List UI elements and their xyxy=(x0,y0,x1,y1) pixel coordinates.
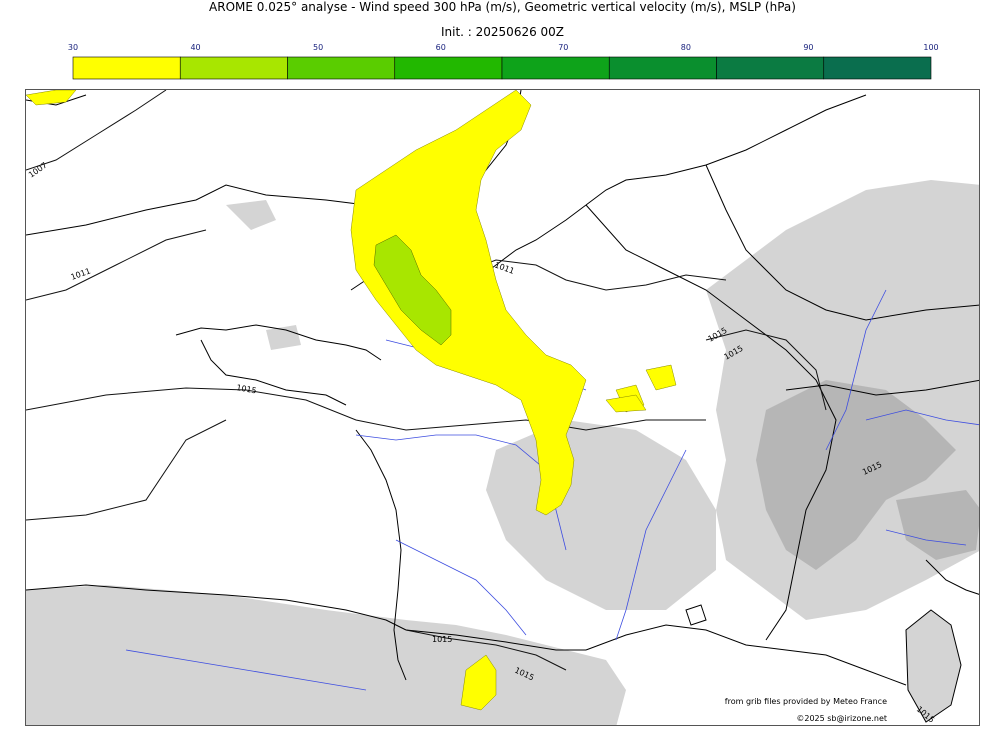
isobar-1007 xyxy=(26,90,167,171)
colorbar-swatch xyxy=(716,56,825,80)
colorbar-swatch xyxy=(394,56,503,80)
colorbar-tick-label: 90 xyxy=(803,43,813,52)
river-garonne xyxy=(395,539,527,636)
isobar-label: 1015 xyxy=(432,635,452,644)
colorbar-tick-label: 70 xyxy=(558,43,568,52)
isobar-1015c xyxy=(705,329,827,411)
isobar-label: 1007 xyxy=(27,161,49,180)
colorbar-swatch xyxy=(287,56,396,80)
map-subtitle: Init. : 20250626 00Z xyxy=(440,25,565,39)
jet-patch-uk xyxy=(26,90,77,106)
colorbar-swatch xyxy=(72,56,181,80)
jet-patch-spain xyxy=(460,654,497,711)
colorbar-tick-label: 100 xyxy=(923,43,938,52)
isobar-1011a xyxy=(26,229,207,301)
colorbar-tick-label: 50 xyxy=(313,43,323,52)
river-po xyxy=(885,529,967,546)
river-rhine xyxy=(825,289,887,451)
river-rhone xyxy=(615,449,687,641)
jet-patch-3 xyxy=(605,394,647,413)
isobar-1015d xyxy=(405,629,567,671)
border-switzerland xyxy=(785,379,979,396)
colorbar-tick-label: 40 xyxy=(190,43,200,52)
river-danube xyxy=(865,409,979,426)
colorbar-swatch xyxy=(608,56,717,80)
isobar-label: 1011 xyxy=(493,260,515,275)
credit-source: from grib files provided by Meteo France xyxy=(724,697,887,706)
coast-netherlands xyxy=(585,94,867,206)
jet-max-green xyxy=(373,234,452,346)
colorbar-tick-label: 80 xyxy=(681,43,691,52)
wind-speed-fill xyxy=(26,90,677,711)
terrain-high-alps xyxy=(756,380,979,570)
colorbar-swatch xyxy=(823,56,932,80)
isobar-1011b xyxy=(455,259,727,291)
map-canvas: 1007 1011 1011 1015 1015 1015 1015 1015 … xyxy=(26,90,979,725)
terrain-uk-patches xyxy=(226,200,301,350)
isobar-1015b xyxy=(26,419,227,521)
border-germany xyxy=(705,164,979,321)
jet-core-yellow xyxy=(350,90,587,516)
river-spain xyxy=(125,649,367,691)
credit-copyright: ©2025 sb@irizone.net xyxy=(796,714,887,723)
border-pyrenees xyxy=(405,629,586,651)
coast-sardinia-north xyxy=(685,604,707,626)
map-panel: 1007 1011 1011 1015 1015 1015 1015 1015 … xyxy=(25,89,980,726)
colorbar: 30 40 50 60 70 80 90 100 xyxy=(68,43,939,80)
coast-brittany xyxy=(175,324,382,361)
map-title: AROME 0.025° analyse - Wind speed 300 hP… xyxy=(209,0,796,14)
colorbar-swatch xyxy=(501,56,610,80)
colorbar-tick-label: 60 xyxy=(436,43,446,52)
coast-mediterranean xyxy=(585,624,907,686)
coast-italy xyxy=(925,559,979,595)
coast-corsica xyxy=(905,609,962,723)
colorbar-swatch xyxy=(179,56,288,80)
terrain-corsica xyxy=(906,610,961,722)
isobar-label: 1015 xyxy=(236,383,258,395)
isobar-label: 1011 xyxy=(70,266,92,281)
colorbar-tick-label: 30 xyxy=(68,43,78,52)
border-france-east xyxy=(585,204,837,641)
isobars xyxy=(26,90,827,671)
coast-biscay xyxy=(355,429,407,681)
coast-brittany-south xyxy=(200,339,347,406)
jet-patch-2 xyxy=(645,364,677,391)
coast-spain-north xyxy=(26,584,407,631)
isobar-1015a xyxy=(26,387,706,431)
